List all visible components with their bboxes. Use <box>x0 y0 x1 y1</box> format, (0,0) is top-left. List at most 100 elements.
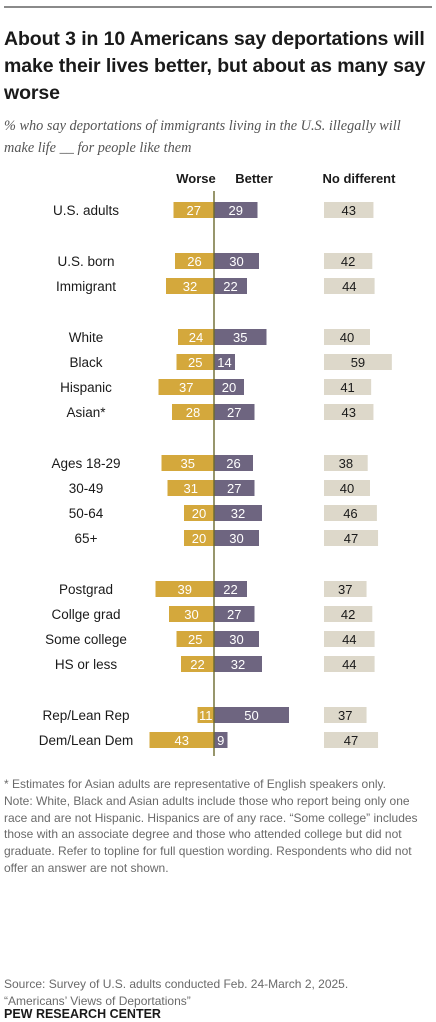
bar-no-different-65 <box>324 530 379 546</box>
bar-worse-30-49 <box>167 480 214 496</box>
bar-no-different-u-s-born <box>324 253 373 269</box>
bar-better-u-s-born <box>214 253 259 269</box>
row-label-30-49: 30-49 <box>69 481 104 496</box>
value-worse-rep-lean-rep: 11 <box>199 708 213 723</box>
bar-worse-rep-lean-rep <box>197 707 214 723</box>
chart-subtitle: % who say deportations of immigrants liv… <box>4 118 401 156</box>
bar-no-different-dem-lean-dem <box>324 732 379 748</box>
row-label-hispanic: Hispanic <box>60 380 112 395</box>
value-better-black: 14 <box>217 355 231 370</box>
bar-no-different-rep-lean-rep <box>324 707 367 723</box>
value-worse-u-s-born: 26 <box>187 254 201 269</box>
row-label-dem-lean-dem: Dem/Lean Dem <box>39 733 134 748</box>
value-better-50-64: 32 <box>231 506 245 521</box>
row-label-50-64: 50-64 <box>69 506 104 521</box>
footnote-note: Note: White, Black and Asian adults incl… <box>4 793 418 875</box>
row-label-u-s-adults: U.S. adults <box>53 203 119 218</box>
value-worse-postgrad: 39 <box>178 582 192 597</box>
bar-better-asian <box>214 404 255 420</box>
bar-better-postgrad <box>214 581 247 597</box>
bar-better-dem-lean-dem <box>214 732 228 748</box>
value-worse-50-64: 20 <box>192 506 206 521</box>
bar-worse-dem-lean-dem <box>149 732 214 748</box>
bar-no-different-white <box>324 329 370 345</box>
value-no-different-black: 59 <box>351 355 365 370</box>
value-worse-30-49: 31 <box>184 481 198 496</box>
value-worse-white: 24 <box>189 330 203 345</box>
value-better-65: 30 <box>229 531 243 546</box>
brand-logo: PEW RESEARCH CENTER <box>4 1007 161 1021</box>
value-no-different-u-s-born: 42 <box>341 254 355 269</box>
value-better-some-college: 30 <box>229 632 243 647</box>
bar-better-some-college <box>214 631 259 647</box>
bar-no-different-50-64 <box>324 505 377 521</box>
value-better-u-s-adults: 29 <box>229 203 243 218</box>
value-no-different-immigrant: 44 <box>342 279 356 294</box>
bar-better-black <box>214 354 235 370</box>
footnote-asian: * Estimates for Asian adults are represe… <box>4 777 386 791</box>
row-label-collge-grad: Collge grad <box>51 607 120 622</box>
value-no-different-hs-or-less: 44 <box>342 657 356 672</box>
bar-worse-postgrad <box>155 581 214 597</box>
bar-better-white <box>214 329 267 345</box>
diverging-bar-chart: Worse Better No different U.S. adults 27 29 43… <box>39 171 396 756</box>
value-no-different-65: 47 <box>344 531 358 546</box>
value-worse-hispanic: 37 <box>179 380 193 395</box>
value-better-dem-lean-dem: 9 <box>217 733 224 748</box>
bar-worse-black <box>176 354 214 370</box>
value-no-different-30-49: 40 <box>340 481 354 496</box>
value-no-different-ages-18-29: 38 <box>339 456 353 471</box>
value-better-white: 35 <box>233 330 247 345</box>
row-label-ages-18-29: Ages 18-29 <box>51 456 120 471</box>
value-no-different-50-64: 46 <box>343 506 357 521</box>
bar-better-collge-grad <box>214 606 255 622</box>
value-worse-some-college: 25 <box>188 632 202 647</box>
bar-worse-u-s-born <box>175 253 214 269</box>
top-rule <box>4 6 432 8</box>
bar-better-immigrant <box>214 278 247 294</box>
bar-no-different-collge-grad <box>324 606 373 622</box>
value-no-different-white: 40 <box>340 330 354 345</box>
bar-worse-some-college <box>176 631 214 647</box>
value-no-different-some-college: 44 <box>342 632 356 647</box>
value-worse-asian: 28 <box>186 405 200 420</box>
bar-worse-asian <box>172 404 214 420</box>
bar-better-rep-lean-rep <box>214 707 289 723</box>
bar-worse-hs-or-less <box>181 656 214 672</box>
chart-title: About 3 in 10 Americans say deportations… <box>4 28 426 104</box>
bar-worse-50-64 <box>184 505 214 521</box>
bar-worse-collge-grad <box>169 606 214 622</box>
value-better-rep-lean-rep: 50 <box>244 708 258 723</box>
bar-no-different-hispanic <box>324 379 372 395</box>
bar-better-ages-18-29 <box>214 455 253 471</box>
row-label-65: 65+ <box>75 531 98 546</box>
bar-no-different-ages-18-29 <box>324 455 368 471</box>
value-worse-u-s-adults: 27 <box>187 203 201 218</box>
header-worse: Worse <box>176 171 216 186</box>
value-better-hispanic: 20 <box>222 380 236 395</box>
value-worse-black: 25 <box>188 355 202 370</box>
bar-no-different-postgrad <box>324 581 367 597</box>
bar-better-u-s-adults <box>214 202 258 218</box>
value-no-different-postgrad: 37 <box>338 582 352 597</box>
bar-no-different-black <box>324 354 392 370</box>
row-label-hs-or-less: HS or less <box>55 657 118 672</box>
value-no-different-rep-lean-rep: 37 <box>338 708 352 723</box>
row-label-postgrad: Postgrad <box>59 582 113 597</box>
value-better-hs-or-less: 32 <box>231 657 245 672</box>
bar-worse-hispanic <box>158 379 214 395</box>
bar-worse-65 <box>184 530 214 546</box>
value-no-different-collge-grad: 42 <box>341 607 355 622</box>
value-no-different-hispanic: 41 <box>340 380 354 395</box>
bar-no-different-some-college <box>324 631 375 647</box>
value-worse-immigrant: 32 <box>183 279 197 294</box>
row-label-immigrant: Immigrant <box>56 279 116 294</box>
value-better-asian: 27 <box>227 405 241 420</box>
value-worse-ages-18-29: 35 <box>181 456 195 471</box>
bar-better-30-49 <box>214 480 255 496</box>
value-no-different-u-s-adults: 43 <box>341 203 355 218</box>
row-label-black: Black <box>69 355 102 370</box>
value-no-different-dem-lean-dem: 47 <box>344 733 358 748</box>
value-worse-dem-lean-dem: 43 <box>175 733 189 748</box>
value-no-different-asian: 43 <box>341 405 355 420</box>
